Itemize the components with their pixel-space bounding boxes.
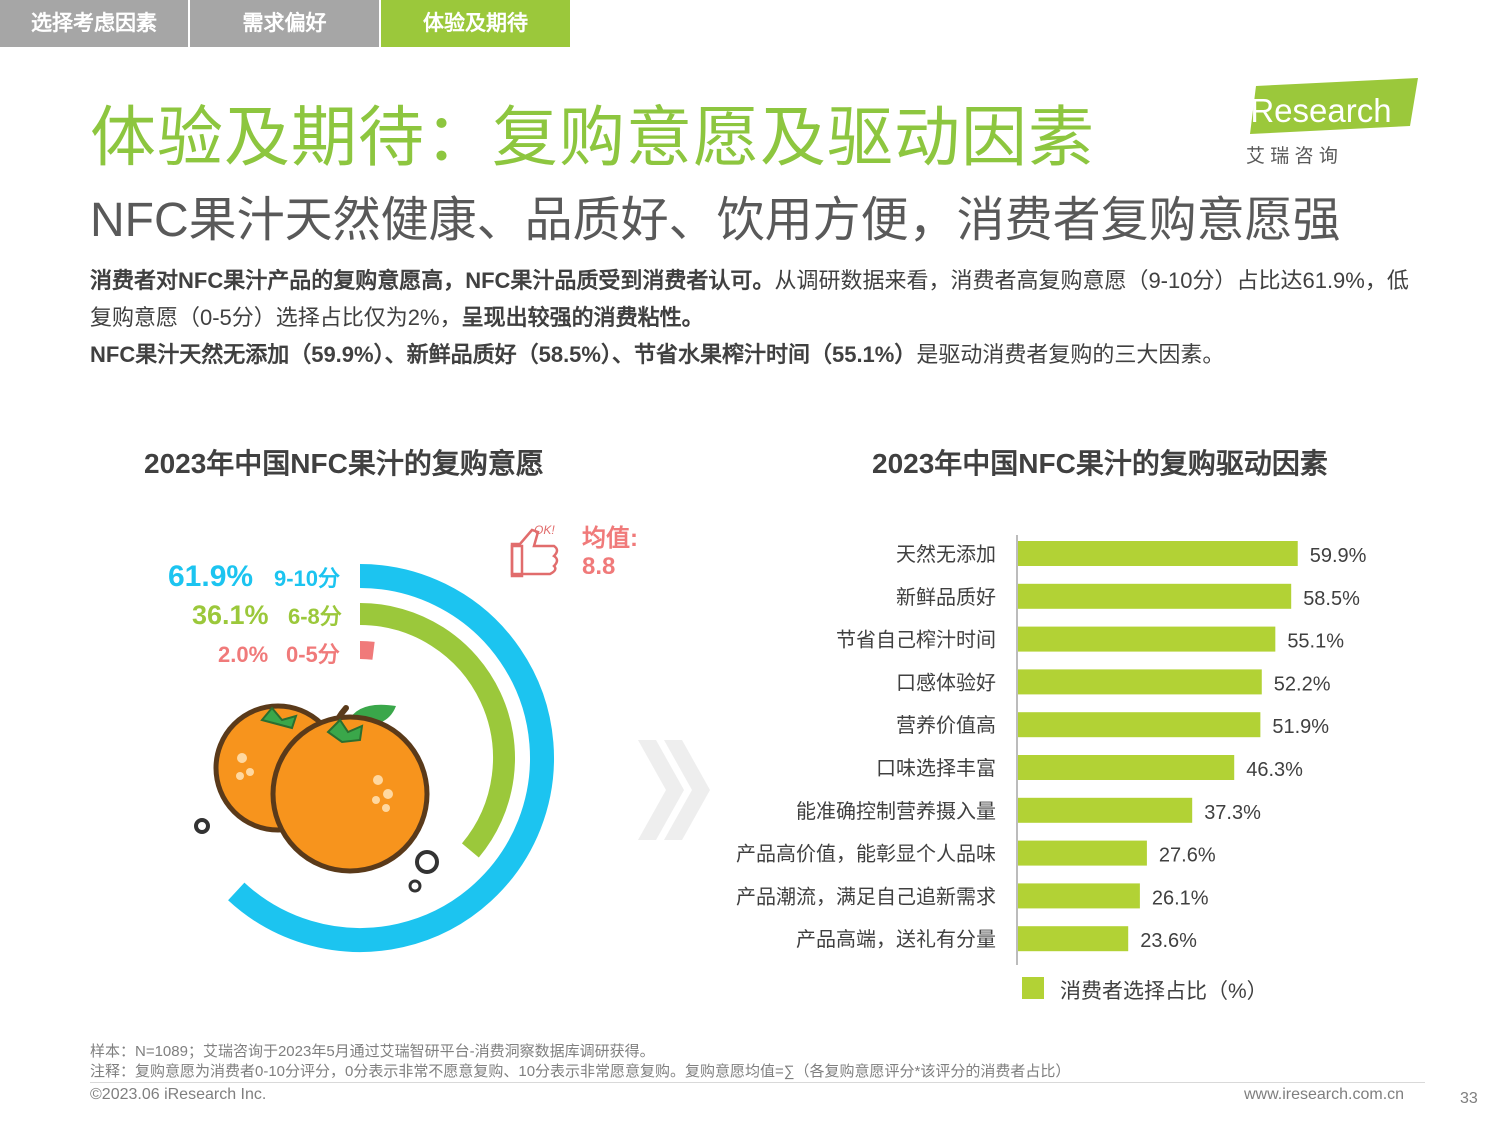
value-label: 37.3%	[1204, 802, 1261, 824]
average-label: 均值:	[582, 524, 638, 552]
category-label: 产品高端，送礼有分量	[796, 928, 996, 951]
page-title: 体验及期待：复购意愿及驱动因素	[90, 100, 1095, 174]
summary-bold-1: 消费者对NFC果汁产品的复购意愿高，NFC果汁品质受到消费者认可。	[90, 268, 775, 293]
footer-sample: 样本：N=1089；艾瑞咨询于2023年5月通过艾瑞智研平台-消费洞察数据库调研…	[90, 1043, 655, 1060]
tab-selection-factors[interactable]: 选择考虑因素	[0, 0, 188, 47]
orange-illustration	[194, 703, 439, 893]
category-label: 口味选择丰富	[876, 757, 996, 780]
arc-0-5	[359, 641, 375, 660]
bar	[1018, 883, 1140, 909]
category-label: 营养价值高	[896, 714, 996, 737]
value-label: 27.6%	[1159, 845, 1216, 867]
bar	[1018, 712, 1261, 738]
value-label: 23.6%	[1140, 930, 1197, 952]
logo-text: iResearch	[1243, 92, 1392, 129]
bar	[1018, 669, 1262, 695]
copyright: ©2023.06 iResearch Inc.	[90, 1086, 267, 1103]
category-label: 口感体验好	[896, 671, 996, 694]
label-9-10-value: 61.9%	[168, 560, 253, 593]
value-label: 55.1%	[1287, 631, 1344, 653]
summary-bold-2: 呈现出较强的消费粘性。	[461, 305, 704, 330]
bar	[1018, 755, 1235, 780]
footer-divider	[90, 1082, 1425, 1083]
category-label: 能准确控制营养摄入量	[796, 800, 996, 823]
driving-factors-bar-chart: 天然无添加 59.9% 新鲜品质好 58.5% 节省自己榨汁时间 55.1% 口感体验好 52…	[736, 535, 1367, 1003]
right-chart-title: 2023年中国NFC果汁的复购驱动因素	[872, 448, 1328, 479]
category-label: 天然无添加	[896, 543, 996, 566]
value-label: 51.9%	[1272, 716, 1329, 738]
website-link[interactable]: www.iresearch.com.cn	[1244, 1086, 1405, 1103]
average-value: 8.8	[582, 553, 615, 580]
label-6-8-value: 36.1%	[192, 600, 269, 630]
bar	[1018, 926, 1129, 952]
tab-demand-preference[interactable]: 需求偏好	[190, 0, 379, 47]
summary-paragraph: 消费者对NFC果汁产品的复购意愿高，NFC果汁品质受到消费者认可。从调研数据来看…	[90, 262, 1430, 373]
summary-normal-1: 从调研数据来看，消费者高复购意愿（9-10分）占比达61.9%，低复购意愿（0-…	[90, 268, 1409, 330]
left-chart-title: 2023年中国NFC果汁的复购意愿	[144, 448, 544, 479]
bar	[1018, 583, 1292, 609]
legend-swatch	[1022, 977, 1044, 999]
value-label: 52.2%	[1274, 673, 1331, 695]
footer-note: 注释：复购意愿为消费者0-10分评分，0分表示非常不愿意复购、10分表示非常愿意…	[90, 1063, 1071, 1080]
category-label: 节省自己榨汁时间	[836, 629, 996, 652]
summary-normal-2: 是驱动消费者复购的三大因素。	[916, 342, 1225, 367]
tab-experience-expectation[interactable]: 体验及期待	[381, 0, 570, 47]
value-label: 59.9%	[1310, 545, 1367, 567]
double-chevron-icon	[638, 740, 710, 840]
page-number: 33	[1460, 1090, 1478, 1107]
category-label: 新鲜品质好	[896, 586, 996, 609]
arc-9-10	[228, 564, 554, 952]
legend-label: 消费者选择占比（%）	[1060, 980, 1268, 1003]
bar	[1018, 541, 1298, 566]
category-label: 产品高价值，能彰显个人品味	[736, 843, 996, 866]
label-9-10-category: 9-10分	[274, 566, 340, 591]
label-0-5-value: 2.0%	[218, 642, 268, 667]
section-tabs: 选择考虑因素 需求偏好 体验及期待	[0, 0, 572, 47]
value-label: 58.5%	[1303, 588, 1360, 610]
value-label: 26.1%	[1152, 887, 1209, 909]
bar	[1018, 840, 1147, 866]
bar	[1018, 797, 1193, 823]
label-0-5-category: 0-5分	[286, 642, 340, 667]
repurchase-intention-chart: OK! 均值: 8.8 61.9% 9-10分 36.1% 6-8分 2.0% …	[168, 523, 638, 952]
category-label: 产品潮流，满足自己追新需求	[736, 885, 996, 908]
label-6-8-category: 6-8分	[288, 604, 342, 629]
svg-text:OK!: OK!	[534, 523, 555, 537]
page-subtitle: NFC果汁天然健康、品质好、饮用方便，消费者复购意愿强	[90, 194, 1341, 247]
value-label: 46.3%	[1246, 759, 1303, 781]
bar	[1018, 626, 1276, 652]
logo-subtext: 艾 瑞 咨 询	[1246, 145, 1338, 167]
arc-6-8	[359, 603, 515, 858]
thumbs-up-ok-icon: OK!	[510, 523, 559, 578]
summary-bold-3: NFC果汁天然无添加（59.9%）、新鲜品质好（58.5%）、节省水果榨汁时间（…	[90, 342, 917, 367]
iresearch-logo: iResearch 艾 瑞 咨 询	[1243, 78, 1418, 167]
